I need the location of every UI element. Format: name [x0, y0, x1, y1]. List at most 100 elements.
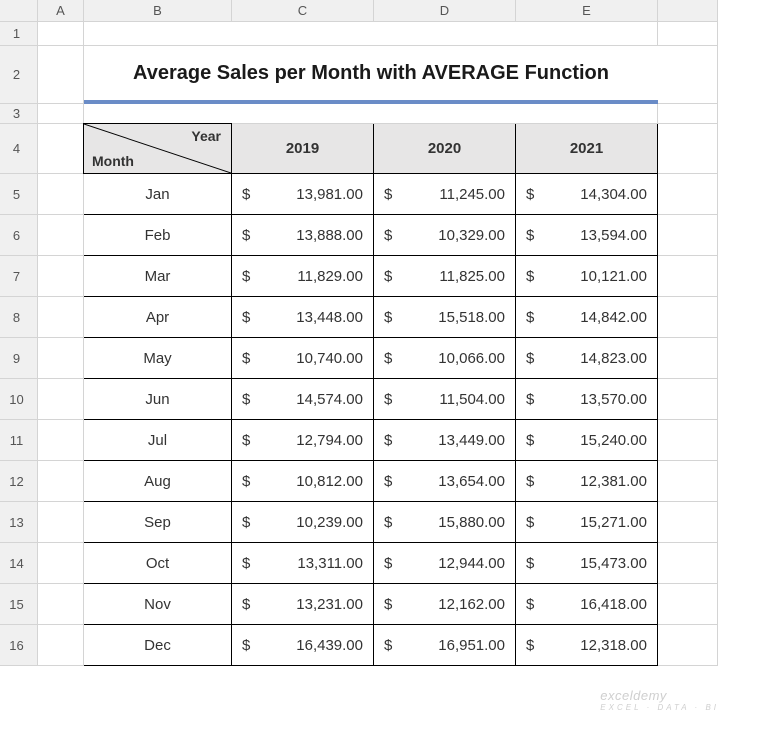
- cell-blank-row7[interactable]: [658, 256, 718, 297]
- cell-blank4[interactable]: [658, 124, 718, 174]
- cell-blank-row14[interactable]: [658, 543, 718, 584]
- row-header-12[interactable]: 12: [0, 461, 38, 502]
- row-header-2[interactable]: 2: [0, 46, 38, 104]
- cell-blank-row16[interactable]: [658, 625, 718, 666]
- col-header-C[interactable]: C: [232, 0, 374, 22]
- value-cell[interactable]: $13,594.00: [515, 214, 658, 256]
- cell-A12[interactable]: [38, 461, 84, 502]
- value-cell[interactable]: $10,812.00: [231, 460, 374, 502]
- value-cell[interactable]: $13,448.00: [231, 296, 374, 338]
- month-cell[interactable]: Apr: [83, 296, 232, 338]
- cell-blank-row12[interactable]: [658, 461, 718, 502]
- value-cell[interactable]: $13,981.00: [231, 173, 374, 215]
- month-cell[interactable]: Aug: [83, 460, 232, 502]
- cell-A2[interactable]: [38, 46, 84, 104]
- month-cell[interactable]: Feb: [83, 214, 232, 256]
- row-header-5[interactable]: 5: [0, 174, 38, 215]
- row-header-10[interactable]: 10: [0, 379, 38, 420]
- cell-A10[interactable]: [38, 379, 84, 420]
- cell-blank2[interactable]: [658, 46, 718, 104]
- cell-blank-row15[interactable]: [658, 584, 718, 625]
- cell-A9[interactable]: [38, 338, 84, 379]
- page-title[interactable]: Average Sales per Month with AVERAGE Fun…: [84, 46, 658, 104]
- value-cell[interactable]: $11,245.00: [373, 173, 516, 215]
- value-cell[interactable]: $12,381.00: [515, 460, 658, 502]
- row-header-15[interactable]: 15: [0, 584, 38, 625]
- value-cell[interactable]: $14,574.00: [231, 378, 374, 420]
- month-cell[interactable]: Oct: [83, 542, 232, 584]
- cell-blank-row13[interactable]: [658, 502, 718, 543]
- header-month-year[interactable]: Year Month: [83, 123, 232, 174]
- month-cell[interactable]: Nov: [83, 583, 232, 625]
- value-cell[interactable]: $14,842.00: [515, 296, 658, 338]
- row-header-3[interactable]: 3: [0, 104, 38, 124]
- row-header-8[interactable]: 8: [0, 297, 38, 338]
- cell-blank-row9[interactable]: [658, 338, 718, 379]
- value-cell[interactable]: $11,825.00: [373, 255, 516, 297]
- month-cell[interactable]: Jul: [83, 419, 232, 461]
- value-cell[interactable]: $11,829.00: [231, 255, 374, 297]
- col-header-D[interactable]: D: [374, 0, 516, 22]
- select-all-corner[interactable]: [0, 0, 38, 22]
- header-2021[interactable]: 2021: [515, 123, 658, 174]
- row-header-16[interactable]: 16: [0, 625, 38, 666]
- value-cell[interactable]: $15,880.00: [373, 501, 516, 543]
- cell-A14[interactable]: [38, 543, 84, 584]
- value-cell[interactable]: $15,240.00: [515, 419, 658, 461]
- header-2019[interactable]: 2019: [231, 123, 374, 174]
- month-cell[interactable]: Mar: [83, 255, 232, 297]
- value-cell[interactable]: $16,951.00: [373, 624, 516, 666]
- col-header-B[interactable]: B: [84, 0, 232, 22]
- row-header-14[interactable]: 14: [0, 543, 38, 584]
- value-cell[interactable]: $13,311.00: [231, 542, 374, 584]
- value-cell[interactable]: $10,239.00: [231, 501, 374, 543]
- value-cell[interactable]: $14,823.00: [515, 337, 658, 379]
- month-cell[interactable]: Dec: [83, 624, 232, 666]
- value-cell[interactable]: $10,121.00: [515, 255, 658, 297]
- cell-blank-row6[interactable]: [658, 215, 718, 256]
- cell-blank-row8[interactable]: [658, 297, 718, 338]
- month-cell[interactable]: Sep: [83, 501, 232, 543]
- row-header-13[interactable]: 13: [0, 502, 38, 543]
- value-cell[interactable]: $13,654.00: [373, 460, 516, 502]
- value-cell[interactable]: $15,473.00: [515, 542, 658, 584]
- col-header-E[interactable]: E: [516, 0, 658, 22]
- cell-blank-row10[interactable]: [658, 379, 718, 420]
- cell-A11[interactable]: [38, 420, 84, 461]
- value-cell[interactable]: $13,231.00: [231, 583, 374, 625]
- cell-A13[interactable]: [38, 502, 84, 543]
- cell-blank-row11[interactable]: [658, 420, 718, 461]
- value-cell[interactable]: $14,304.00: [515, 173, 658, 215]
- cell-row3-span[interactable]: [84, 104, 658, 124]
- cell-A4[interactable]: [38, 124, 84, 174]
- row-header-11[interactable]: 11: [0, 420, 38, 461]
- col-header-blank[interactable]: [658, 0, 718, 22]
- value-cell[interactable]: $12,162.00: [373, 583, 516, 625]
- cell-blank1[interactable]: [658, 22, 718, 46]
- cell-blank-row5[interactable]: [658, 174, 718, 215]
- month-cell[interactable]: Jun: [83, 378, 232, 420]
- header-2020[interactable]: 2020: [373, 123, 516, 174]
- value-cell[interactable]: $12,318.00: [515, 624, 658, 666]
- value-cell[interactable]: $10,329.00: [373, 214, 516, 256]
- row-header-9[interactable]: 9: [0, 338, 38, 379]
- cell-blank3[interactable]: [658, 104, 718, 124]
- value-cell[interactable]: $13,449.00: [373, 419, 516, 461]
- cell-A6[interactable]: [38, 215, 84, 256]
- month-cell[interactable]: May: [83, 337, 232, 379]
- row-header-7[interactable]: 7: [0, 256, 38, 297]
- value-cell[interactable]: $12,794.00: [231, 419, 374, 461]
- value-cell[interactable]: $13,888.00: [231, 214, 374, 256]
- value-cell[interactable]: $16,418.00: [515, 583, 658, 625]
- value-cell[interactable]: $10,066.00: [373, 337, 516, 379]
- value-cell[interactable]: $15,518.00: [373, 296, 516, 338]
- value-cell[interactable]: $10,740.00: [231, 337, 374, 379]
- cell-A5[interactable]: [38, 174, 84, 215]
- cell-A1[interactable]: [38, 22, 84, 46]
- cell-A8[interactable]: [38, 297, 84, 338]
- cell-A16[interactable]: [38, 625, 84, 666]
- value-cell[interactable]: $13,570.00: [515, 378, 658, 420]
- cell-row1-span[interactable]: [84, 22, 658, 46]
- cell-A7[interactable]: [38, 256, 84, 297]
- col-header-A[interactable]: A: [38, 0, 84, 22]
